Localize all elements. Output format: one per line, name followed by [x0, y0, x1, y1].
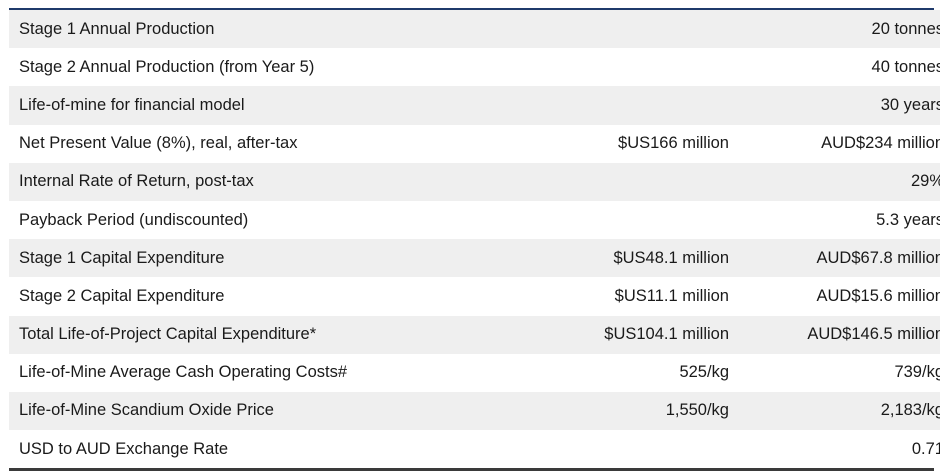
row-aud-value: 2,183/kg [729, 391, 940, 431]
row-usd-value [539, 430, 729, 469]
row-usd-value: $US104.1 million [539, 315, 729, 354]
table-row: Payback Period (undiscounted) 5.3 years [9, 200, 940, 240]
table-row: Life-of-Mine Average Cash Operating Cost… [9, 353, 940, 392]
row-usd-value: 1,550/kg [539, 391, 729, 431]
row-aud-value: AUD$146.5 million [729, 315, 940, 354]
table-row: Life-of-Mine Scandium Oxide Price 1,550/… [9, 391, 940, 431]
row-label: Stage 1 Annual Production [9, 10, 539, 49]
table-row: Total Life-of-Project Capital Expenditur… [9, 315, 940, 354]
row-label: Payback Period (undiscounted) [9, 200, 539, 240]
row-usd-value [539, 10, 729, 49]
row-label: Stage 2 Annual Production (from Year 5) [9, 48, 539, 87]
row-usd-value [539, 86, 729, 125]
table-row: Net Present Value (8%), real, after-tax … [9, 124, 940, 163]
row-aud-value: 29% [729, 162, 940, 201]
row-aud-value: 20 tonnes [729, 10, 940, 49]
financial-summary-table: Stage 1 Annual Production 20 tonnes Stag… [9, 10, 940, 469]
row-label: Stage 2 Capital Expenditure [9, 277, 539, 316]
row-aud-value: 30 years [729, 86, 940, 125]
table-row: Stage 2 Capital Expenditure $US11.1 mill… [9, 277, 940, 316]
row-usd-value: $US11.1 million [539, 277, 729, 316]
row-aud-value: 0.71 [729, 430, 940, 469]
row-label: USD to AUD Exchange Rate [9, 430, 539, 469]
row-label: Stage 1 Capital Expenditure [9, 239, 539, 278]
table-row: USD to AUD Exchange Rate 0.71 [9, 430, 940, 469]
row-label: Life-of-mine for financial model [9, 86, 539, 125]
row-aud-value: AUD$234 million [729, 124, 940, 163]
row-aud-value: 5.3 years [729, 200, 940, 240]
row-usd-value [539, 200, 729, 240]
row-label: Internal Rate of Return, post-tax [9, 162, 539, 201]
row-label: Total Life-of-Project Capital Expenditur… [9, 315, 539, 354]
row-aud-value: AUD$15.6 million [729, 277, 940, 316]
row-aud-value: 40 tonnes [729, 48, 940, 87]
row-usd-value: $US48.1 million [539, 239, 729, 278]
table-top-rule [9, 8, 934, 10]
row-usd-value [539, 162, 729, 201]
table-row: Stage 1 Annual Production 20 tonnes [9, 10, 940, 49]
row-label: Life-of-Mine Average Cash Operating Cost… [9, 353, 539, 392]
row-usd-value [539, 48, 729, 87]
table-row: Stage 1 Capital Expenditure $US48.1 mill… [9, 239, 940, 278]
financial-summary-table-container: Stage 1 Annual Production 20 tonnes Stag… [9, 8, 940, 472]
row-usd-value: 525/kg [539, 353, 729, 392]
row-usd-value: $US166 million [539, 124, 729, 163]
table-row: Stage 2 Annual Production (from Year 5) … [9, 48, 940, 87]
row-label: Net Present Value (8%), real, after-tax [9, 124, 539, 163]
table-row: Internal Rate of Return, post-tax 29% [9, 162, 940, 201]
row-aud-value: AUD$67.8 million [729, 239, 940, 278]
table-bottom-rule [9, 468, 934, 472]
row-aud-value: 739/kg [729, 353, 940, 392]
row-label: Life-of-Mine Scandium Oxide Price [9, 391, 539, 431]
table-row: Life-of-mine for financial model 30 year… [9, 86, 940, 125]
